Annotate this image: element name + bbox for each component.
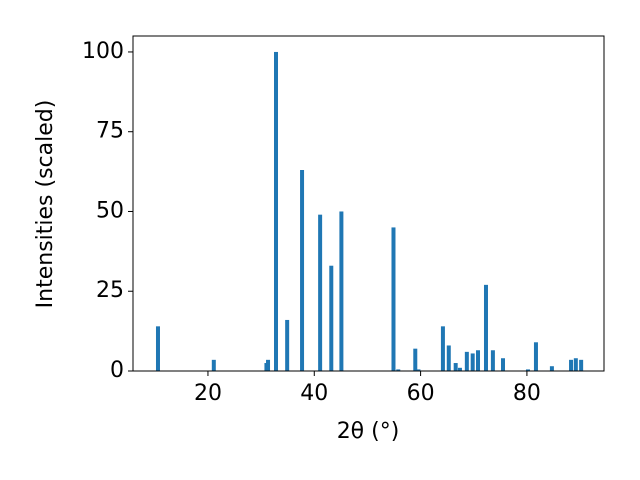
bar: [476, 350, 481, 371]
bar: [573, 358, 578, 371]
bar: [549, 366, 554, 371]
bar: [318, 214, 323, 371]
bar: [396, 369, 401, 371]
bar: [155, 326, 160, 371]
plot-frame: [132, 35, 605, 372]
bar: [300, 170, 305, 371]
bar: [285, 319, 290, 371]
bar: [464, 351, 469, 371]
bar: [483, 284, 488, 371]
bar: [457, 367, 462, 371]
bar: [533, 342, 538, 371]
y-axis-label: Intensities (scaled): [33, 100, 58, 309]
x-tick-label: 60: [407, 381, 435, 406]
bar: [470, 353, 475, 371]
bar: [413, 348, 418, 371]
x-axis-label: 2θ (°): [337, 419, 400, 444]
y-tick-label: 0: [110, 358, 124, 383]
bar: [329, 265, 334, 371]
y-tick-label: 50: [96, 198, 124, 223]
bar: [490, 350, 495, 371]
bar: [266, 359, 271, 371]
y-tick-label: 75: [96, 119, 124, 144]
bar: [500, 358, 505, 371]
bar: [453, 363, 458, 371]
bar: [446, 345, 451, 371]
bar: [416, 369, 421, 371]
bar: [525, 369, 530, 371]
x-tick-label: 20: [194, 381, 222, 406]
bar: [440, 326, 445, 371]
x-tick-label: 80: [513, 381, 541, 406]
bar: [579, 359, 584, 371]
y-tick-label: 25: [96, 278, 124, 303]
x-tick-label: 40: [300, 381, 328, 406]
bar: [569, 359, 574, 371]
y-tick-label: 100: [82, 39, 124, 64]
bar: [339, 211, 344, 371]
bar: [391, 227, 396, 371]
bar: [211, 359, 216, 371]
bar: [274, 51, 279, 371]
